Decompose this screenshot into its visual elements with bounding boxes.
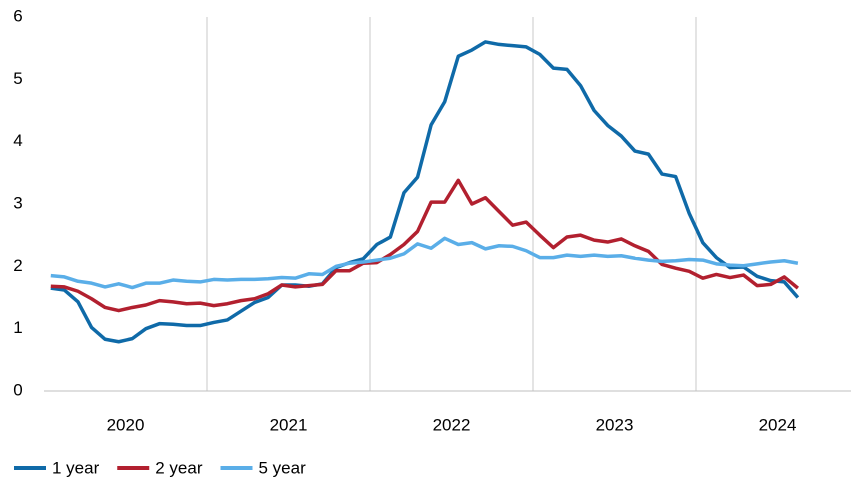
- y-tick-label: 3: [13, 193, 22, 212]
- x-tick-label: 2021: [270, 415, 308, 434]
- x-tick-label: 2023: [596, 415, 634, 434]
- y-tick-label: 4: [13, 131, 22, 150]
- y-tick-label: 5: [13, 69, 22, 88]
- legend-label: 1 year: [52, 458, 100, 477]
- line-series: [50, 178, 799, 313]
- y-tick-label: 0: [13, 380, 22, 399]
- line-series: [50, 40, 800, 344]
- y-tick-label: 1: [13, 318, 22, 337]
- x-tick-label: 2022: [433, 415, 471, 434]
- y-tick-label: 6: [13, 6, 22, 25]
- y-tick-label: 2: [13, 256, 22, 275]
- legend-label: 2 year: [155, 458, 203, 477]
- x-tick-label: 2024: [759, 415, 797, 434]
- x-tick-label: 2020: [107, 415, 145, 434]
- legend-label: 5 year: [259, 458, 307, 477]
- line-series: [50, 236, 799, 290]
